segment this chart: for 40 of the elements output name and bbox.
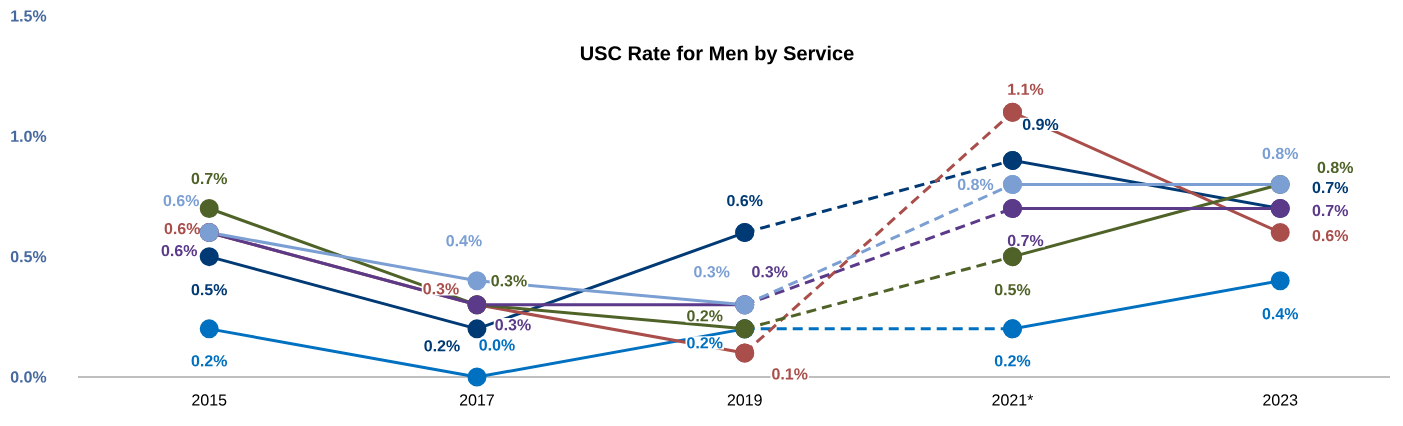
data-label: 0.7% <box>1312 204 1349 217</box>
data-label: 0.2% <box>994 355 1031 367</box>
data-label: 0.5% <box>994 284 1031 296</box>
data-label: 0.3% <box>495 319 531 331</box>
y-tick-label: 1.5% <box>11 10 47 22</box>
data-label: 0.7% <box>1007 234 1044 247</box>
data-label: 0.3% <box>752 266 788 278</box>
data-label: 0.2% <box>424 340 460 352</box>
y-tick-label: 0.5% <box>10 251 47 263</box>
data-label: 1.1% <box>1008 83 1044 95</box>
x-tick-label: 2019 <box>727 394 762 406</box>
text: USC Rate for Men by Service <box>580 45 854 65</box>
data-label: 0.7% <box>1312 181 1349 194</box>
data-label: 0.6% <box>727 194 763 207</box>
data-label: 0.6% <box>1312 229 1349 242</box>
data-label: 0.3% <box>491 275 527 287</box>
data-label: 0.2% <box>191 355 228 367</box>
data-label: 0.6% <box>163 194 200 207</box>
data-label: 0.2% <box>687 310 723 322</box>
data-label: 0.1% <box>772 368 808 380</box>
data-label: 0.9% <box>1022 118 1059 131</box>
data-label: 0.8% <box>1317 161 1354 174</box>
data-label: 0.5% <box>191 284 228 296</box>
data-label: 0.2% <box>687 337 723 349</box>
data-label: 0.8% <box>1262 147 1299 160</box>
y-tick-label: 1.0% <box>11 130 47 142</box>
y-tick-label: 0.0% <box>10 371 47 383</box>
data-label: 0.3% <box>694 266 730 278</box>
data-label: 0.4% <box>446 235 482 247</box>
data-label: 0.3% <box>423 283 459 295</box>
data-label: 0.7% <box>191 172 228 185</box>
x-tick-label: 2017 <box>459 394 494 406</box>
x-tick-label: 2021* <box>992 394 1034 406</box>
data-label: 0.4% <box>1262 308 1299 320</box>
data-label: 0.6% <box>164 222 201 235</box>
x-tick-label: 2015 <box>192 394 227 406</box>
data-label: 0.6% <box>161 244 198 257</box>
data-label: 0.8% <box>957 178 994 191</box>
data-label: 0.0% <box>479 339 515 351</box>
x-tick-label: 2023 <box>1263 394 1298 406</box>
